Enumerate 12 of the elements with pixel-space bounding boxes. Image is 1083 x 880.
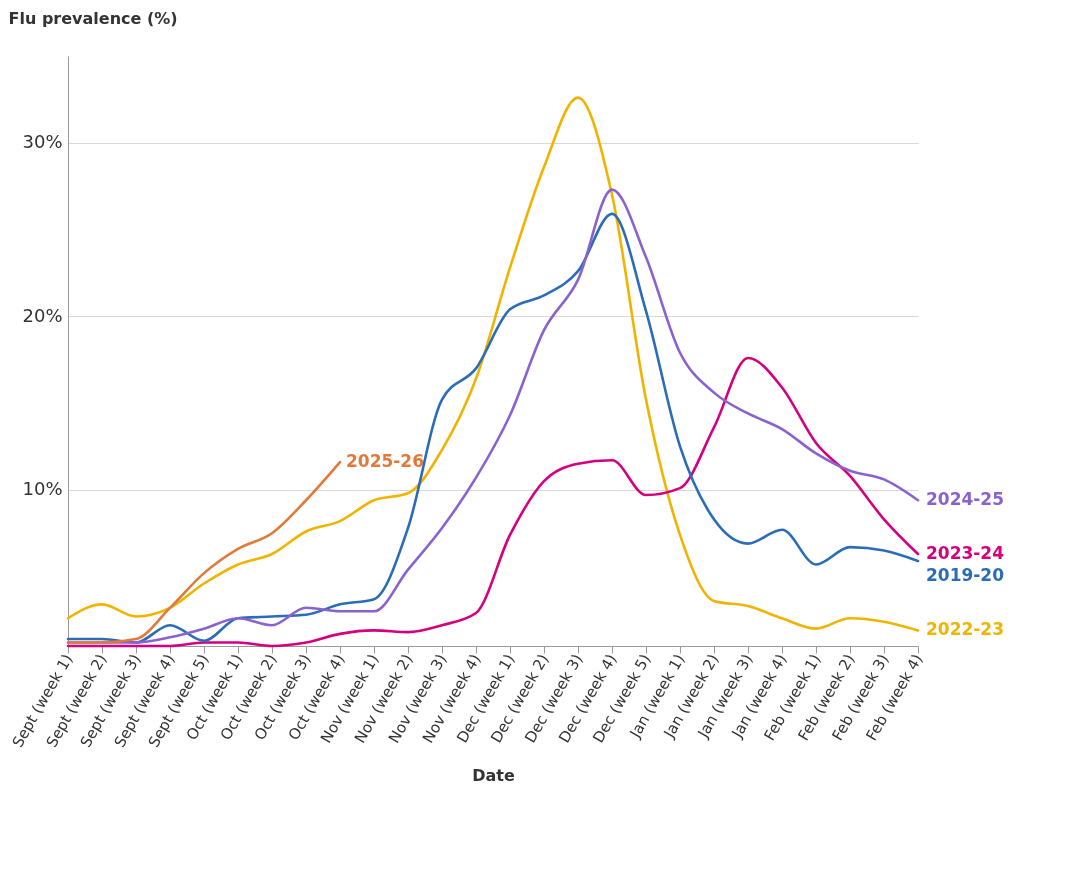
series-label: 2019-20	[926, 565, 1005, 586]
line-series	[66, 96, 920, 632]
y-tick-label: 30%	[22, 131, 63, 153]
y-axis-title: Flu prevalence (%)	[8, 8, 178, 28]
series-label: 2024-25	[926, 489, 1005, 510]
y-tick-label: 20%	[22, 304, 63, 326]
line-series	[66, 460, 342, 644]
x-axis-title: Date	[472, 765, 515, 785]
y-tick-label: 10%	[22, 478, 63, 500]
series-label: 2023-24	[926, 543, 1005, 564]
series-label: 2025-26	[346, 451, 425, 472]
series-label: 2022-23	[926, 619, 1005, 640]
